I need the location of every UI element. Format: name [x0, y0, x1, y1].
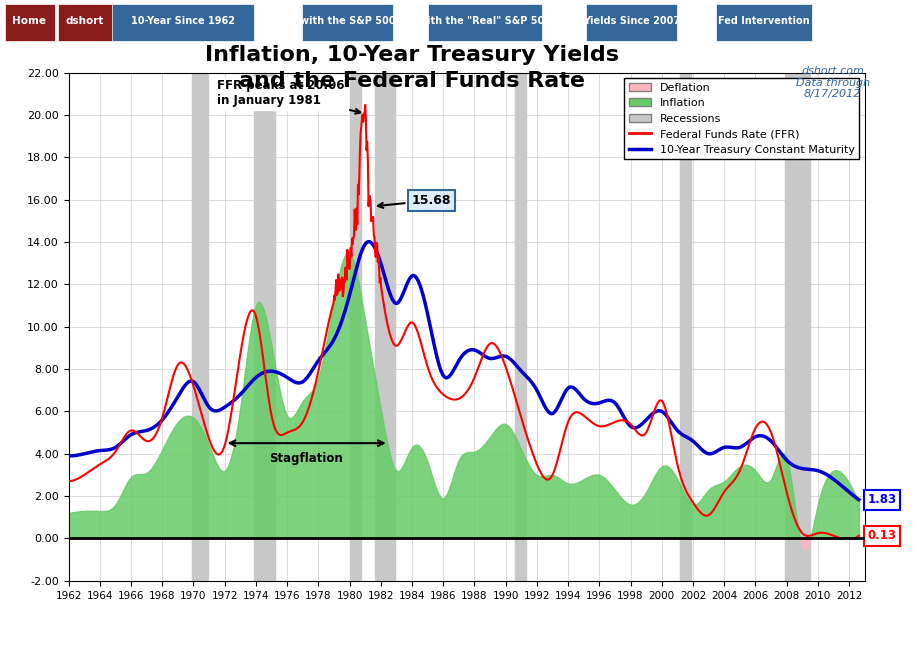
- Bar: [350, 73, 361, 581]
- Text: 10-Year Since 1962: 10-Year Since 1962: [131, 16, 235, 26]
- Text: with the "Real" S&P 500: with the "Real" S&P 500: [418, 16, 552, 26]
- Text: Yields Since 2007: Yields Since 2007: [583, 16, 680, 26]
- Text: dshort.com
Data through
8/17/2012: dshort.com Data through 8/17/2012: [795, 66, 870, 99]
- FancyBboxPatch shape: [302, 4, 393, 41]
- Text: dshort: dshort: [66, 16, 104, 26]
- Text: Fed Intervention: Fed Intervention: [718, 16, 810, 26]
- Bar: [374, 73, 395, 581]
- Bar: [515, 73, 526, 581]
- Text: 1.83: 1.83: [867, 493, 897, 506]
- FancyBboxPatch shape: [113, 4, 254, 41]
- Bar: [254, 73, 274, 581]
- Text: 15.68: 15.68: [378, 194, 451, 208]
- Legend: Deflation, Inflation, Recessions, Federal Funds Rate (FFR), 10-Year Treasury Con: Deflation, Inflation, Recessions, Federa…: [624, 78, 859, 159]
- Text: with the S&P 500: with the S&P 500: [300, 16, 395, 26]
- Text: FFR peaks at 20.06
in January 1981: FFR peaks at 20.06 in January 1981: [217, 79, 361, 114]
- Text: Stagflation: Stagflation: [269, 451, 343, 465]
- Bar: [681, 73, 692, 581]
- FancyBboxPatch shape: [428, 4, 542, 41]
- Text: Inflation, 10-Year Treasury Yields: Inflation, 10-Year Treasury Yields: [205, 45, 619, 65]
- FancyBboxPatch shape: [5, 4, 55, 41]
- Text: Home: Home: [12, 16, 47, 26]
- Text: 0.13: 0.13: [867, 529, 897, 543]
- Bar: [785, 73, 810, 581]
- FancyBboxPatch shape: [586, 4, 677, 41]
- Bar: [192, 73, 208, 581]
- FancyBboxPatch shape: [716, 4, 813, 41]
- FancyBboxPatch shape: [58, 4, 113, 41]
- Text: and the Federal Funds Rate: and the Federal Funds Rate: [239, 71, 585, 91]
